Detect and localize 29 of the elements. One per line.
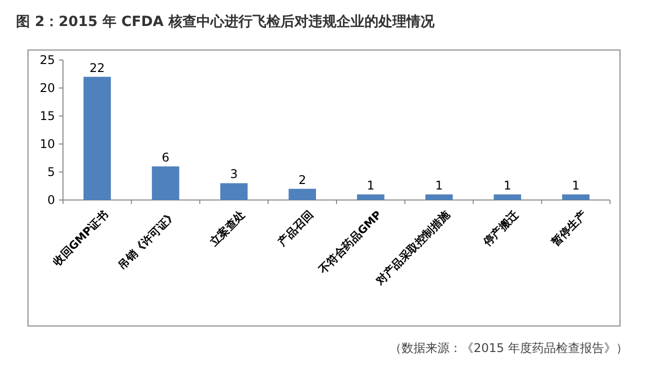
y-tick-label: 15	[40, 109, 55, 124]
y-tick-label: 25	[40, 53, 55, 68]
x-tick-label: 吊销《许可证》	[115, 208, 180, 272]
bar	[425, 194, 453, 200]
data-label: 1	[435, 178, 443, 192]
x-tick-label: 停产搬迁	[480, 208, 522, 250]
x-tick-label: 产品召回	[274, 208, 316, 250]
bar	[152, 166, 180, 200]
bar	[494, 194, 522, 200]
bar	[84, 76, 111, 200]
data-label: 1	[504, 178, 512, 192]
y-tick-label: 10	[40, 137, 55, 152]
data-label: 1	[366, 178, 375, 192]
data-label: 6	[162, 150, 170, 164]
bar	[288, 188, 316, 200]
x-tick-label: 暂停生产	[548, 208, 590, 250]
data-label: 2	[298, 172, 306, 187]
bar	[220, 183, 248, 200]
y-tick-label: 0	[47, 193, 55, 208]
y-tick-label: 5	[47, 165, 55, 180]
data-label: 1	[572, 178, 580, 192]
data-label: 22	[90, 60, 105, 75]
x-tick-label: 立案查处	[206, 208, 248, 250]
chart-title: 图 2：2015 年 CFDA 核查中心进行飞检后对违规企业的处理情况	[16, 13, 436, 30]
data-label: 3	[230, 167, 238, 182]
y-tick-label: 20	[40, 81, 55, 96]
bar	[357, 194, 384, 200]
bar	[562, 194, 590, 200]
text: （数据来源：《2015 年度药品检查报告》）	[390, 341, 628, 355]
